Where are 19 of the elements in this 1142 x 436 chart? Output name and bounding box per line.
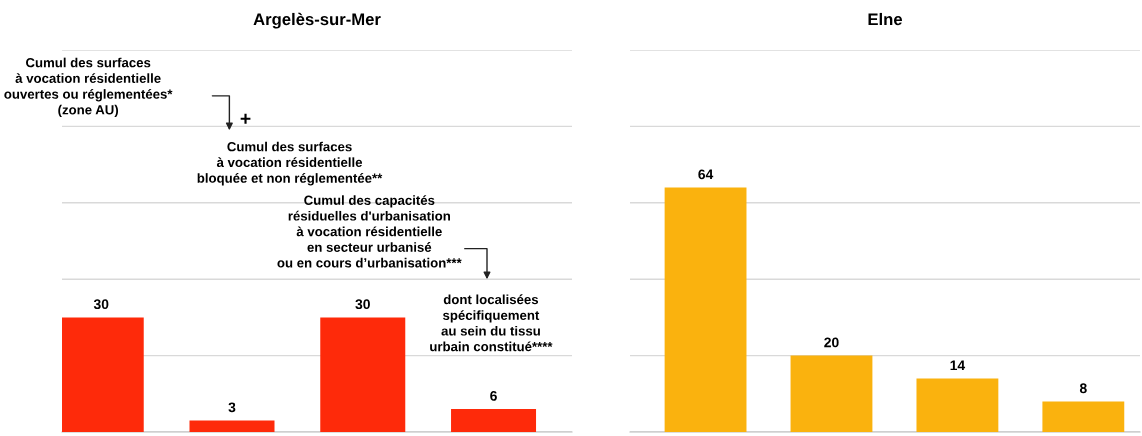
data-label: 30 (355, 299, 370, 310)
annotation: dont localisées spécifiquement au sein du tissu urbain constitué**** (430, 294, 553, 352)
data-label: 20 (824, 337, 839, 348)
data-label: 30 (93, 299, 109, 310)
chart-title: Elne (868, 12, 903, 26)
data-label: 8 (1079, 383, 1087, 394)
data-label: 3 (228, 402, 236, 413)
annotation: Cumul des capacités résiduelles d'urbanisation à vocation résidentielle en secteur urbanisé ou en cours d’urbanisation*** (277, 195, 462, 268)
bar (916, 378, 999, 432)
data-label: 64 (698, 169, 714, 180)
bar (790, 355, 873, 432)
bar (664, 187, 747, 432)
data-label: 14 (950, 360, 966, 371)
chart-title: Argelès-sur-Mer (253, 12, 381, 29)
annotation: + (240, 113, 251, 124)
data-label: 6 (490, 390, 497, 401)
bar (1042, 401, 1125, 432)
annotation: Cumul des surfaces à vocation résidentielle bloquée et non réglementée** (197, 141, 383, 186)
annotation: Cumul des surfaces à vocation résidentielle ouvertes ou réglementées* (zone AU) (4, 57, 173, 118)
